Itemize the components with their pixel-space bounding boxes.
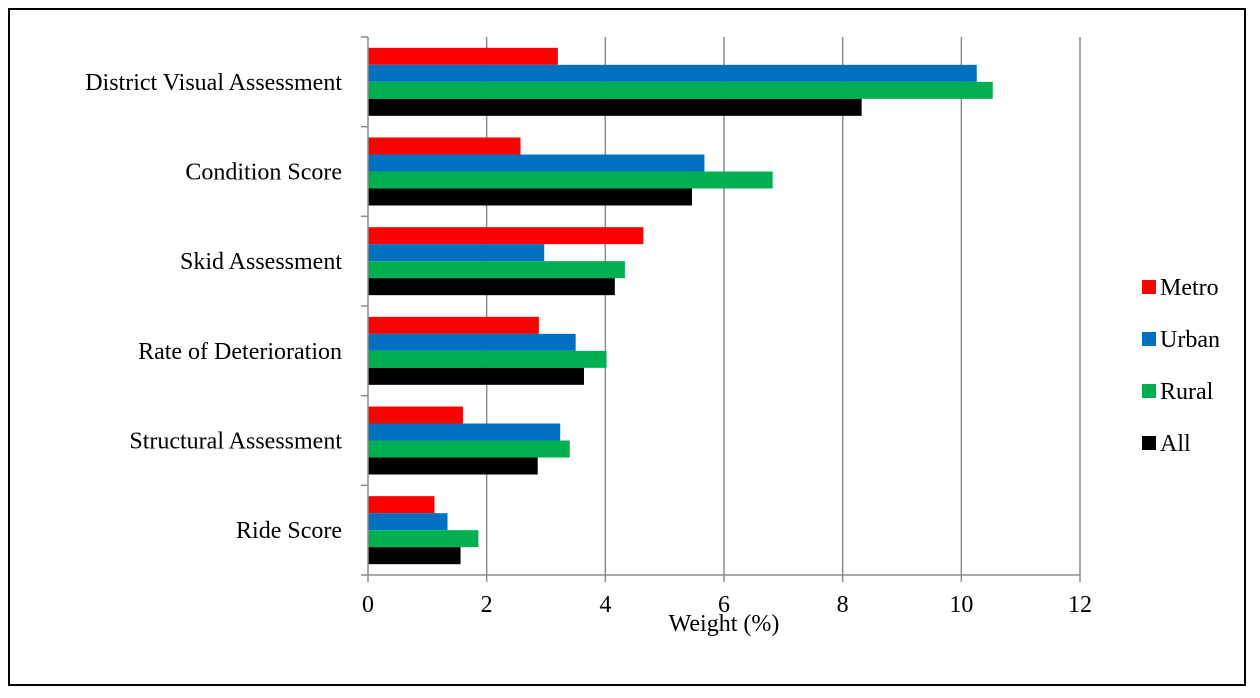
y-category-label: Skid Assessment — [180, 249, 342, 275]
bar-urban — [368, 154, 705, 172]
bar-rural — [368, 350, 607, 368]
legend-swatch-rural — [1142, 384, 1156, 398]
bar-rural — [368, 261, 625, 279]
bar-all — [368, 188, 692, 206]
x-axis-title: Weight (%) — [669, 611, 780, 637]
x-tick-label: 4 — [599, 592, 611, 618]
bar-metro — [368, 227, 644, 245]
legend-label: Urban — [1160, 327, 1220, 353]
bar-urban — [368, 64, 977, 82]
bar-urban — [368, 423, 561, 441]
legend-swatch-metro — [1142, 280, 1156, 294]
legend: Metro Urban Rural All — [1142, 275, 1220, 457]
x-tick-label: 10 — [949, 592, 973, 618]
legend-label: All — [1160, 431, 1191, 457]
bar-all — [368, 278, 615, 296]
gridlines — [485, 37, 1081, 575]
bar-all — [368, 457, 538, 475]
bar-metro — [368, 137, 521, 155]
x-tick-label: 8 — [837, 592, 849, 618]
bar-urban — [368, 513, 448, 531]
bar-all — [368, 98, 862, 116]
axes — [361, 36, 1081, 582]
bar-all — [368, 367, 584, 385]
x-tick-label: 12 — [1068, 592, 1092, 618]
legend-swatch-all — [1142, 436, 1156, 450]
chart-frame — [8, 8, 1246, 686]
bar-rural — [368, 530, 479, 548]
bar-all — [368, 547, 461, 565]
y-category-label: Structural Assessment — [129, 429, 342, 455]
legend-label: Rural — [1160, 379, 1214, 405]
y-category-label: Condition Score — [185, 160, 342, 186]
y-category-label: Ride Score — [236, 518, 342, 544]
legend-label: Metro — [1160, 275, 1219, 301]
x-tick-label: 0 — [362, 592, 374, 618]
bar-rural — [368, 171, 773, 189]
axis-labels: 0 2 4 6 8 10 12 District Visual Assessment Condi… — [85, 70, 1092, 618]
bar-metro — [368, 496, 435, 514]
y-category-label: Rate of Deterioration — [138, 339, 342, 365]
x-tick-label: 6 — [718, 592, 730, 618]
bar-rural — [368, 440, 570, 458]
y-category-label: District Visual Assessment — [85, 70, 342, 96]
bar-urban — [368, 333, 576, 351]
bar-metro — [368, 316, 539, 334]
bar-urban — [368, 244, 545, 262]
bars — [368, 47, 993, 565]
bar-rural — [368, 81, 993, 99]
legend-swatch-urban — [1142, 332, 1156, 346]
bar-metro — [368, 406, 463, 424]
x-tick-label: 2 — [481, 592, 493, 618]
bar-metro — [368, 47, 558, 65]
